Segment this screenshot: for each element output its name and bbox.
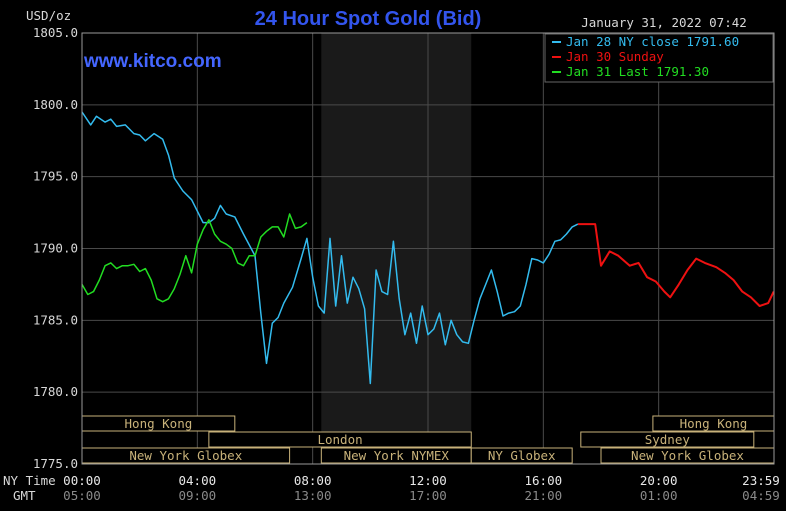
x-tick-label-gmt: 04:59 (742, 488, 780, 503)
session-bar: Hong Kong (81, 415, 236, 432)
x-tick-label-ny: 12:00 (409, 473, 447, 488)
x-tick-label-gmt: 09:00 (179, 488, 217, 503)
session-label: Hong Kong (680, 416, 748, 431)
y-tick-label: 1785.0 (33, 312, 78, 327)
series-line-1 (81, 111, 579, 385)
legend-entry: Jan 28 NY close 1791.60 (566, 34, 739, 49)
session-bar: NY Globex (470, 447, 573, 464)
x-tick-label-ny: 16:00 (525, 473, 563, 488)
session-label: NY Globex (488, 448, 556, 463)
y-tick-label: 1775.0 (33, 456, 78, 471)
x-tick-label-ny: 04:00 (179, 473, 217, 488)
session-label: London (317, 432, 362, 447)
session-bar: London (208, 431, 472, 448)
y-axis-label: USD/oz (26, 8, 71, 23)
plot-frame (81, 32, 775, 465)
brand-watermark: www.kitco.com (83, 51, 222, 72)
legend-box (544, 33, 774, 83)
session-bar: New York Globex (81, 447, 291, 464)
session-label: New York Globex (631, 448, 744, 463)
x-tick-label-gmt: 01:00 (640, 488, 678, 503)
session-label: New York NYMEX (344, 448, 450, 463)
x-tick-label-ny: 23:59 (742, 473, 780, 488)
x-tick-label-ny: 08:00 (294, 473, 332, 488)
x-tick-label-gmt: 21:00 (525, 488, 563, 503)
series-line-2 (577, 223, 775, 307)
session-label: New York Globex (129, 448, 242, 463)
chart-timestamp: January 31, 2022 07:42 (581, 15, 747, 30)
y-tick-label: 1805.0 (33, 25, 78, 40)
x-tick-label-gmt: 17:00 (409, 488, 447, 503)
x-tick-label-ny: 00:00 (63, 473, 101, 488)
x-axis-label-ny: NY Time (3, 473, 56, 488)
y-tick-label: 1800.0 (33, 97, 78, 112)
session-label: Hong Kong (125, 416, 193, 431)
session-bar: Hong Kong (652, 415, 775, 432)
session-bar: New York NYMEX (320, 447, 472, 464)
x-tick-label-ny: 20:00 (640, 473, 678, 488)
y-tick-label: 1790.0 (33, 241, 78, 256)
y-tick-label: 1795.0 (33, 169, 78, 184)
series-line-3 (81, 213, 308, 303)
x-axis-label-gmt: GMT (13, 488, 36, 503)
chart-title: 24 Hour Spot Gold (Bid) (255, 8, 482, 30)
session-bar: Sydney (580, 431, 755, 448)
x-tick-label-gmt: 05:00 (63, 488, 101, 503)
y-tick-label: 1780.0 (33, 384, 78, 399)
session-bar: New York Globex (600, 447, 775, 464)
legend-entry: Jan 30 Sunday (566, 49, 664, 64)
x-tick-label-gmt: 13:00 (294, 488, 332, 503)
legend-entry: Jan 31 Last 1791.30 (566, 64, 709, 79)
session-label: Sydney (645, 432, 691, 447)
